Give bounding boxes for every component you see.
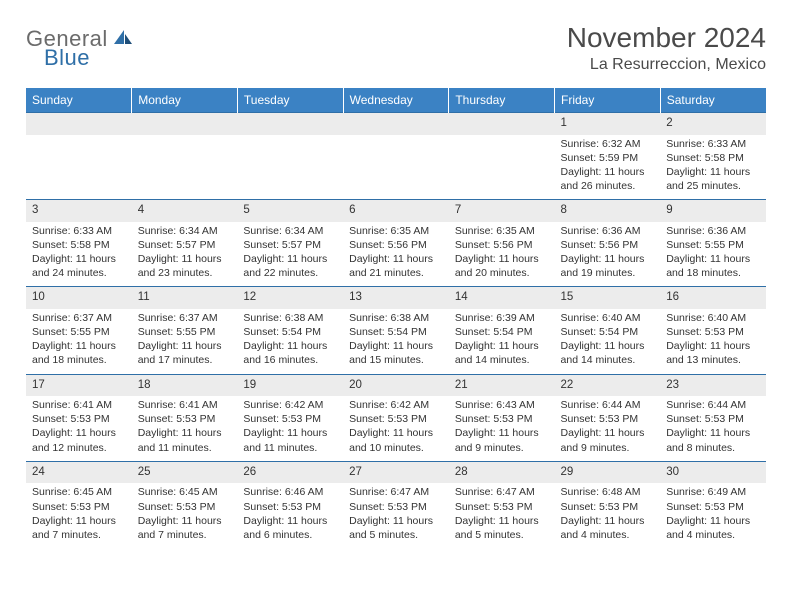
calendar-table: Sunday Monday Tuesday Wednesday Thursday… [26,88,766,548]
day-number-cell: 3 [26,200,132,222]
day-number-cell: 8 [555,200,661,222]
day-detail-cell: Sunrise: 6:47 AM Sunset: 5:53 PM Dayligh… [449,483,555,548]
day-number-cell: 6 [343,200,449,222]
day-detail-cell: Sunrise: 6:41 AM Sunset: 5:53 PM Dayligh… [132,396,238,461]
day-detail-cell: Sunrise: 6:45 AM Sunset: 5:53 PM Dayligh… [26,483,132,548]
day-detail-cell: Sunrise: 6:42 AM Sunset: 5:53 PM Dayligh… [237,396,343,461]
day-number-cell: 14 [449,287,555,309]
title-block: November 2024 La Resurreccion, Mexico [567,22,766,74]
day-detail-cell: Sunrise: 6:34 AM Sunset: 5:57 PM Dayligh… [132,222,238,287]
header: General November 2024 La Resurreccion, M… [26,22,766,74]
daynum-row: 3456789 [26,200,766,222]
day-number-cell [449,113,555,135]
logo-text-blue: Blue [44,45,90,70]
header-monday: Monday [132,88,238,113]
day-number-cell: 24 [26,461,132,483]
day-number-cell: 28 [449,461,555,483]
header-friday: Friday [555,88,661,113]
day-number-cell: 13 [343,287,449,309]
day-detail-cell: Sunrise: 6:45 AM Sunset: 5:53 PM Dayligh… [132,483,238,548]
day-detail-cell: Sunrise: 6:37 AM Sunset: 5:55 PM Dayligh… [26,309,132,374]
day-number-cell [343,113,449,135]
detail-row: Sunrise: 6:45 AM Sunset: 5:53 PM Dayligh… [26,483,766,548]
day-detail-cell: Sunrise: 6:43 AM Sunset: 5:53 PM Dayligh… [449,396,555,461]
day-detail-cell: Sunrise: 6:42 AM Sunset: 5:53 PM Dayligh… [343,396,449,461]
weekday-header-row: Sunday Monday Tuesday Wednesday Thursday… [26,88,766,113]
day-number-cell: 17 [26,374,132,396]
logo-blue-wrap: Blue [44,45,90,71]
header-sunday: Sunday [26,88,132,113]
day-detail-cell: Sunrise: 6:37 AM Sunset: 5:55 PM Dayligh… [132,309,238,374]
daynum-row: 12 [26,113,766,135]
day-number-cell: 25 [132,461,238,483]
day-detail-cell: Sunrise: 6:35 AM Sunset: 5:56 PM Dayligh… [449,222,555,287]
day-detail-cell [449,135,555,200]
location: La Resurreccion, Mexico [567,56,766,74]
day-detail-cell: Sunrise: 6:32 AM Sunset: 5:59 PM Dayligh… [555,135,661,200]
day-number-cell: 23 [660,374,766,396]
day-number-cell: 19 [237,374,343,396]
detail-row: Sunrise: 6:33 AM Sunset: 5:58 PM Dayligh… [26,222,766,287]
day-detail-cell: Sunrise: 6:35 AM Sunset: 5:56 PM Dayligh… [343,222,449,287]
day-detail-cell: Sunrise: 6:48 AM Sunset: 5:53 PM Dayligh… [555,483,661,548]
detail-row: Sunrise: 6:41 AM Sunset: 5:53 PM Dayligh… [26,396,766,461]
day-detail-cell: Sunrise: 6:46 AM Sunset: 5:53 PM Dayligh… [237,483,343,548]
day-detail-cell [237,135,343,200]
header-saturday: Saturday [660,88,766,113]
month-title: November 2024 [567,22,766,54]
day-detail-cell: Sunrise: 6:40 AM Sunset: 5:54 PM Dayligh… [555,309,661,374]
day-number-cell: 20 [343,374,449,396]
day-number-cell: 15 [555,287,661,309]
day-number-cell: 5 [237,200,343,222]
day-number-cell: 7 [449,200,555,222]
daynum-row: 17181920212223 [26,374,766,396]
day-detail-cell: Sunrise: 6:44 AM Sunset: 5:53 PM Dayligh… [660,396,766,461]
header-wednesday: Wednesday [343,88,449,113]
day-number-cell: 30 [660,461,766,483]
daynum-row: 10111213141516 [26,287,766,309]
day-number-cell: 22 [555,374,661,396]
day-number-cell: 11 [132,287,238,309]
day-number-cell: 18 [132,374,238,396]
header-tuesday: Tuesday [237,88,343,113]
day-detail-cell: Sunrise: 6:36 AM Sunset: 5:56 PM Dayligh… [555,222,661,287]
day-number-cell: 12 [237,287,343,309]
day-number-cell: 1 [555,113,661,135]
day-detail-cell: Sunrise: 6:41 AM Sunset: 5:53 PM Dayligh… [26,396,132,461]
logo-sail-icon [112,28,134,51]
day-detail-cell: Sunrise: 6:33 AM Sunset: 5:58 PM Dayligh… [660,135,766,200]
day-number-cell: 9 [660,200,766,222]
day-detail-cell [26,135,132,200]
day-detail-cell [343,135,449,200]
day-detail-cell: Sunrise: 6:44 AM Sunset: 5:53 PM Dayligh… [555,396,661,461]
day-number-cell: 26 [237,461,343,483]
day-number-cell: 29 [555,461,661,483]
day-detail-cell: Sunrise: 6:38 AM Sunset: 5:54 PM Dayligh… [237,309,343,374]
day-detail-cell: Sunrise: 6:39 AM Sunset: 5:54 PM Dayligh… [449,309,555,374]
detail-row: Sunrise: 6:32 AM Sunset: 5:59 PM Dayligh… [26,135,766,200]
day-number-cell [237,113,343,135]
day-number-cell: 4 [132,200,238,222]
day-detail-cell [132,135,238,200]
detail-row: Sunrise: 6:37 AM Sunset: 5:55 PM Dayligh… [26,309,766,374]
daynum-row: 24252627282930 [26,461,766,483]
day-detail-cell: Sunrise: 6:47 AM Sunset: 5:53 PM Dayligh… [343,483,449,548]
day-number-cell: 21 [449,374,555,396]
day-detail-cell: Sunrise: 6:49 AM Sunset: 5:53 PM Dayligh… [660,483,766,548]
header-thursday: Thursday [449,88,555,113]
day-number-cell [26,113,132,135]
day-detail-cell: Sunrise: 6:33 AM Sunset: 5:58 PM Dayligh… [26,222,132,287]
day-detail-cell: Sunrise: 6:38 AM Sunset: 5:54 PM Dayligh… [343,309,449,374]
day-detail-cell: Sunrise: 6:40 AM Sunset: 5:53 PM Dayligh… [660,309,766,374]
day-number-cell: 16 [660,287,766,309]
day-number-cell [132,113,238,135]
day-number-cell: 27 [343,461,449,483]
day-detail-cell: Sunrise: 6:36 AM Sunset: 5:55 PM Dayligh… [660,222,766,287]
day-number-cell: 2 [660,113,766,135]
day-number-cell: 10 [26,287,132,309]
day-detail-cell: Sunrise: 6:34 AM Sunset: 5:57 PM Dayligh… [237,222,343,287]
